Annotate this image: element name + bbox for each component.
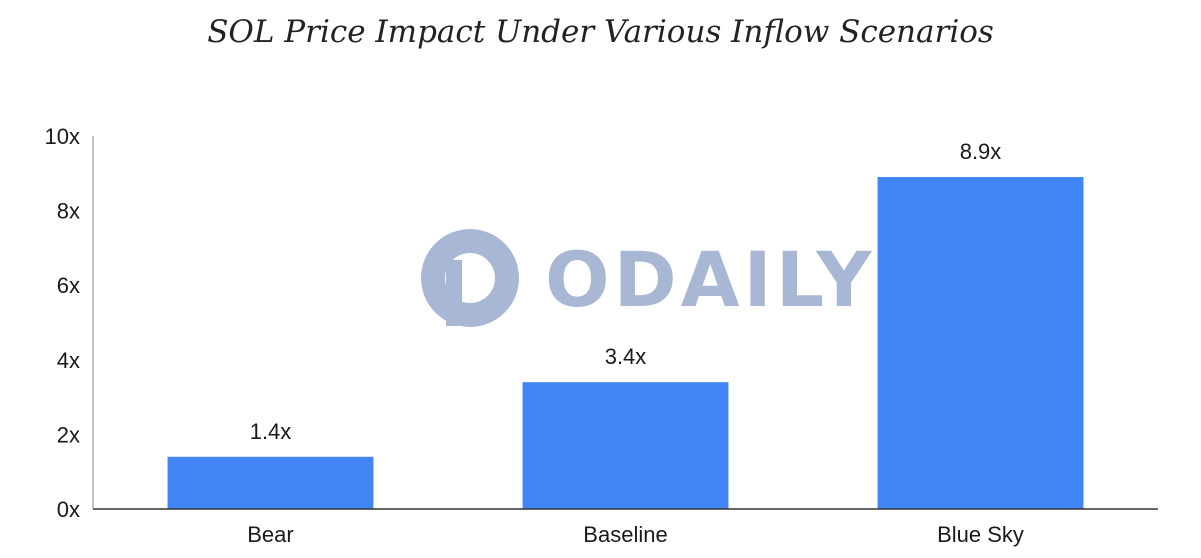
- x-tick-label: Baseline: [583, 522, 667, 547]
- y-tick-label: 8x: [57, 199, 80, 224]
- chart-title: SOL Price Impact Under Various Inflow Sc…: [207, 14, 994, 50]
- watermark-text: ODAILY: [545, 235, 875, 324]
- y-tick-label: 6x: [57, 273, 80, 298]
- y-tick-label: 0x: [57, 497, 80, 522]
- data-label: 3.4x: [605, 344, 647, 369]
- y-tick-label: 10x: [45, 124, 80, 149]
- data-label: 8.9x: [960, 139, 1002, 164]
- x-tick-label: Blue Sky: [937, 522, 1024, 547]
- bar-blue-sky: [877, 177, 1084, 509]
- watermark-logo-bar: [446, 260, 462, 326]
- data-label: 1.4x: [250, 419, 292, 444]
- y-tick-label: 2x: [57, 422, 80, 447]
- bar-baseline: [522, 382, 729, 509]
- x-tick-label: Bear: [247, 522, 293, 547]
- odaily-watermark: ODAILY: [421, 229, 875, 327]
- y-tick-label: 4x: [57, 348, 80, 373]
- bar-bear: [167, 456, 374, 509]
